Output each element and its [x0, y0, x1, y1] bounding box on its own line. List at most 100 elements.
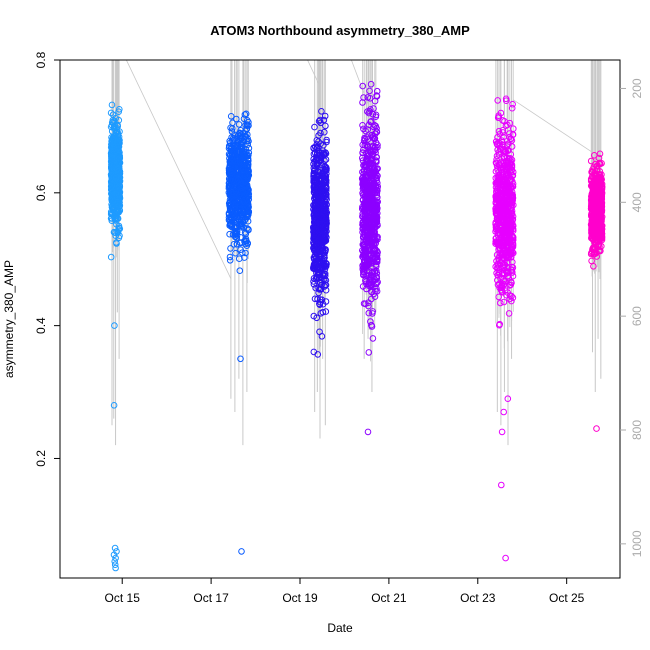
- data-point: [310, 210, 318, 217]
- y-tick-label: 0.6: [34, 184, 48, 201]
- data-point: [231, 203, 239, 210]
- data-point: [373, 269, 381, 277]
- data-point: [499, 250, 507, 258]
- data-point: [233, 115, 240, 123]
- data-point: [323, 193, 330, 201]
- data-point: [592, 198, 599, 205]
- data-point: [497, 299, 504, 307]
- data-point: [590, 182, 597, 189]
- data-point: [241, 111, 249, 118]
- data-point: [239, 187, 247, 195]
- data-point: [589, 168, 596, 175]
- data-point: [311, 123, 318, 131]
- data-point: [496, 249, 504, 257]
- data-point: [499, 138, 506, 146]
- data-point: [323, 136, 330, 144]
- outlier-point: [500, 408, 508, 416]
- data-point: [494, 97, 502, 104]
- data-point: [317, 273, 324, 281]
- data-point: [236, 130, 244, 137]
- data-point: [317, 298, 324, 306]
- data-point: [235, 121, 243, 128]
- data-point: [228, 128, 236, 135]
- data-point: [505, 239, 513, 247]
- data-point: [499, 127, 507, 134]
- data-point: [321, 128, 328, 136]
- data-point: [370, 169, 378, 176]
- data-point: [495, 293, 503, 301]
- data-point: [368, 186, 375, 193]
- data-point: [506, 155, 514, 162]
- data-point: [108, 188, 116, 196]
- outlier-point: [111, 561, 119, 569]
- data-point: [317, 156, 325, 164]
- data-point: [508, 219, 516, 227]
- data-point: [360, 300, 368, 307]
- data-point: [374, 172, 381, 180]
- x-axis: Oct 15 Oct 17 Oct 19 Oct 21 Oct 23 Oct 25: [105, 577, 585, 605]
- data-point: [374, 141, 381, 149]
- data-point: [497, 175, 505, 182]
- data-point: [366, 179, 373, 187]
- data-point: [314, 201, 322, 208]
- data-point: [242, 249, 249, 257]
- data-point: [492, 193, 500, 200]
- data-point: [595, 154, 603, 162]
- outlier-point: [498, 481, 505, 489]
- outlier-point: [593, 425, 600, 432]
- data-point: [595, 171, 603, 179]
- data-point: [590, 263, 597, 270]
- data-point: [318, 108, 325, 115]
- data-point: [496, 210, 503, 218]
- data-point: [493, 186, 501, 193]
- data-point: [310, 244, 317, 252]
- data-point: [501, 278, 509, 285]
- data-point: [310, 255, 318, 263]
- data-point: [108, 101, 116, 109]
- data-point: [112, 174, 120, 182]
- data-point: [591, 193, 598, 201]
- data-point: [363, 280, 370, 288]
- data-point: [363, 237, 370, 244]
- data-point: [315, 289, 322, 297]
- data-point: [318, 161, 325, 169]
- data-point: [373, 128, 381, 136]
- data-point: [323, 138, 330, 146]
- data-point: [316, 116, 324, 124]
- data-point: [312, 182, 319, 190]
- data-point: [368, 118, 375, 125]
- data-point: [239, 198, 247, 205]
- data-point: [362, 272, 370, 279]
- data-point: [500, 298, 508, 306]
- data-point: [112, 114, 119, 122]
- data-point: [360, 94, 367, 101]
- data-point: [509, 258, 516, 266]
- data-point: [107, 215, 115, 222]
- data-point: [369, 335, 377, 342]
- data-point: [243, 121, 251, 128]
- data-point: [596, 208, 604, 216]
- data-point: [363, 155, 371, 163]
- data-point: [225, 185, 233, 192]
- data-point: [367, 160, 375, 168]
- data-point: [107, 253, 115, 261]
- data-point: [596, 201, 604, 209]
- data-point: [365, 349, 373, 356]
- data-point: [370, 147, 377, 155]
- y-tick-label: 0.8: [34, 51, 48, 68]
- data-point: [114, 200, 121, 207]
- data-point: [590, 225, 598, 232]
- data-point: [241, 151, 248, 158]
- data-point: [316, 149, 323, 157]
- data-point: [492, 238, 500, 245]
- data-point: [240, 115, 248, 123]
- data-point: [310, 348, 318, 356]
- data-point: [505, 147, 512, 154]
- data-point: [312, 220, 320, 228]
- data-point: [244, 117, 251, 124]
- data-point: [361, 141, 369, 149]
- data-point: [363, 159, 371, 166]
- data-point: [364, 233, 371, 240]
- data-point: [322, 177, 329, 185]
- data-point: [596, 168, 604, 175]
